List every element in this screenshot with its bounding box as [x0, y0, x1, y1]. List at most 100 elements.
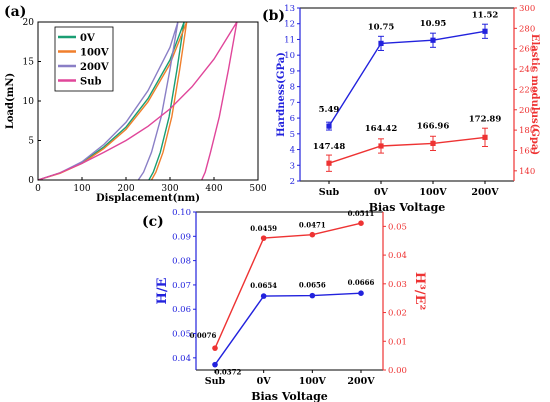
x-tick-label: 200V: [347, 376, 375, 387]
x-tick-label-a: 400: [205, 184, 222, 194]
right-y-tick-label: 180: [519, 126, 535, 136]
legend-label-100v: 100V: [80, 48, 109, 59]
x-tick-label-a: 0: [35, 184, 41, 194]
panel-b: 5.49 10.75 10.95 11.52 147.48 164.42 166.96 172…: [262, 4, 540, 214]
right-y-tick-label: 220: [519, 85, 535, 95]
data-point-left: [260, 293, 267, 299]
right-y-tick-label: 240: [519, 65, 535, 75]
series-line-right: [328, 136, 486, 164]
data-label-left: 5.49: [319, 105, 340, 115]
left-y-tick-label: 0.09: [172, 232, 191, 242]
panel-label-c: (c): [142, 214, 164, 230]
x-tick-label: 200V: [471, 187, 499, 198]
left-y-axis-title: Hardness(GPa): [276, 52, 287, 137]
right-y-tick-label: 280: [519, 24, 535, 34]
right-y-axis-title: Elastic modulus(Gpa): [529, 34, 540, 155]
left-y-tick-label: 0.08: [172, 257, 191, 267]
data-point-right: [430, 140, 436, 146]
left-y-tick-label: 0.10: [172, 208, 191, 218]
x-axis-title-a: Displacement(nm): [96, 193, 200, 204]
curve-200v: [37, 21, 179, 181]
left-y-tick-label: 13: [284, 4, 295, 14]
panel-a: 0 100 200 300 400 500 0 5 10 15 20 Displacement(nm)…: [4, 4, 267, 204]
y-tick-label-a: 15: [23, 58, 35, 68]
series-line-right: [214, 222, 362, 349]
data-point-right: [309, 231, 316, 238]
legend-label-200v: 200V: [80, 62, 109, 73]
right-y-tick-label: 260: [519, 45, 535, 55]
data-label-left: 10.75: [368, 22, 395, 32]
x-tick-label: Sub: [319, 187, 340, 198]
data-label-right: 172.89: [469, 114, 502, 124]
left-y-tick-label: 2: [290, 177, 295, 187]
right-y-tick-label: 0.02: [388, 309, 407, 319]
data-point-left: [430, 37, 436, 43]
y-tick-label-a: 10: [23, 97, 35, 107]
left-y-tick-label: 12: [284, 20, 295, 30]
data-label-right: 0.0471: [299, 221, 326, 230]
left-y-tick-label: 7: [290, 98, 295, 108]
left-y-tick-label: 0.04: [172, 354, 191, 364]
x-tick-label: 0V: [374, 187, 389, 198]
left-y-tick-label: 0.06: [172, 305, 191, 315]
data-label-left: 0.0372: [215, 368, 242, 377]
right-y-tick-label: 0.01: [388, 337, 407, 347]
x-axis-title: Bias Voltage: [251, 390, 328, 402]
series-line-left: [328, 30, 486, 127]
data-point-right: [326, 160, 332, 166]
right-y-tick-label: 0.04: [388, 251, 407, 261]
data-point-left: [309, 292, 316, 299]
x-tick-label: Sub: [205, 376, 226, 387]
x-tick-label-a: 300: [161, 184, 178, 194]
left-y-tick-label: 0.05: [172, 330, 191, 340]
data-point-left: [378, 40, 384, 46]
right-y-tick-label: 300: [519, 4, 535, 14]
y-tick-label-a: 5: [28, 137, 34, 147]
data-point-right: [378, 143, 384, 149]
left-y-tick-label: 11: [284, 35, 295, 45]
data-label-right: 166.96: [417, 121, 450, 131]
data-label-right: 0.0459: [250, 224, 277, 233]
y-axis-title-a: Load(mN): [5, 73, 16, 129]
data-point-left: [482, 28, 488, 34]
y-tick-label-a: 20: [23, 18, 35, 28]
data-label-left: 10.95: [420, 19, 447, 29]
left-y-tick-label: 9: [290, 67, 295, 77]
panel-c: 0.0372 0.0654 0.0656 0.0666 0.0076 0.0459 0.04…: [142, 208, 427, 402]
x-axis-title: Bias Voltage: [369, 201, 446, 214]
data-label-left: 0.0656: [299, 281, 326, 290]
panel-label-a: (a): [4, 4, 26, 20]
x-tick-label: 0V: [257, 376, 272, 387]
data-point-left: [326, 123, 332, 129]
data-label-right: 0.0076: [190, 331, 217, 340]
left-y-axis-title: H/E: [155, 277, 170, 304]
right-y-tick-label: 140: [519, 167, 535, 177]
data-point-right: [212, 345, 218, 351]
left-y-tick-label: 6: [290, 114, 295, 124]
left-y-tick-label: 0.07: [172, 281, 191, 291]
panel-label-b: (b): [262, 8, 285, 24]
legend-label-0v: 0V: [80, 33, 95, 44]
left-y-tick-label: 10: [284, 51, 295, 61]
data-label-right: 164.42: [365, 124, 398, 134]
y-tick-label-a: 0: [28, 176, 34, 186]
data-label-right: 0.0511: [348, 209, 375, 218]
left-y-tick-label: 4: [290, 146, 295, 156]
x-tick-label-a: 100: [73, 184, 90, 194]
x-tick-label: 100V: [419, 187, 447, 198]
data-label-right: 147.48: [313, 142, 346, 152]
data-point-left: [212, 361, 218, 368]
right-y-tick-label: 0.05: [388, 222, 407, 232]
data-point-right: [260, 235, 267, 241]
x-tick-label-a: 200: [117, 184, 134, 194]
data-point-left: [358, 290, 364, 296]
data-label-left: 0.0666: [348, 278, 375, 287]
curve-sub: [37, 21, 238, 181]
right-y-tick-label: 200: [519, 106, 535, 116]
data-point-right: [482, 134, 488, 140]
data-label-left: 11.52: [472, 10, 499, 20]
data-point-right: [358, 220, 364, 227]
data-label-left: 0.0654: [250, 281, 277, 290]
series-line-left: [214, 292, 362, 366]
